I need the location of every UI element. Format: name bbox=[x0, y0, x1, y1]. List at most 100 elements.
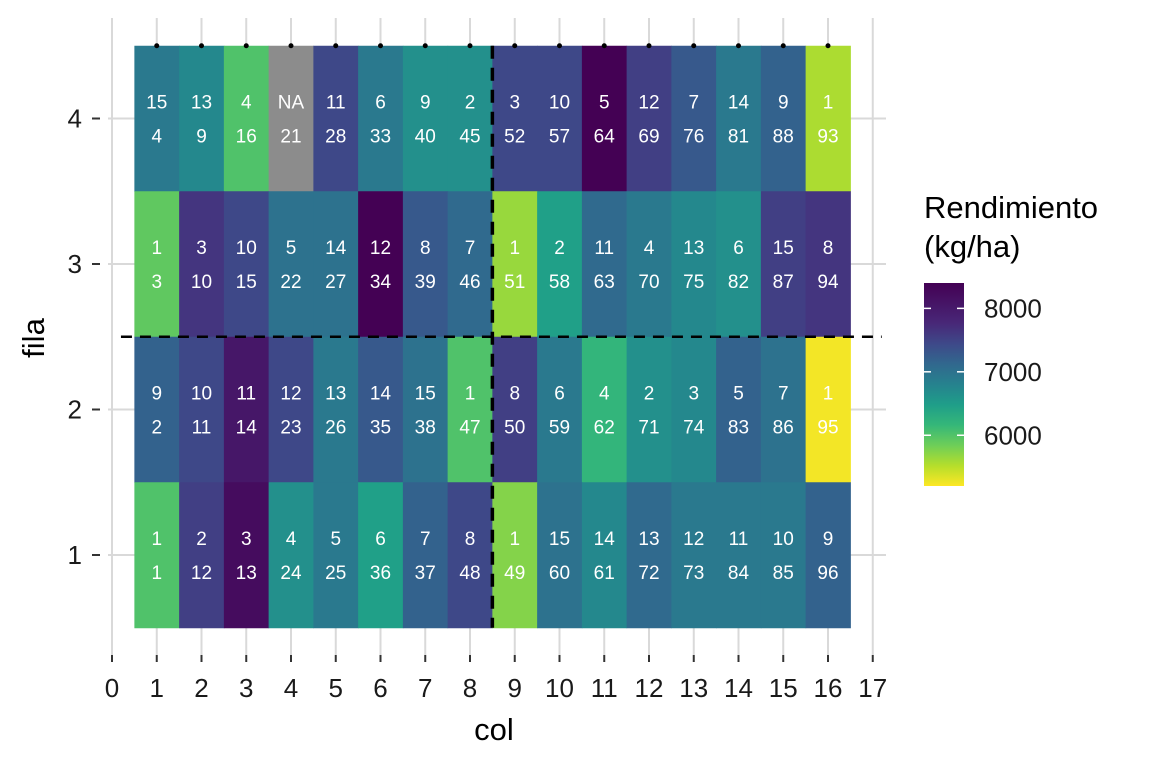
heatmap-cell bbox=[626, 482, 672, 629]
color-legend: Rendimiento (kg/ha) 6000 7000 8000 bbox=[924, 190, 1098, 486]
cell-label-top: NA bbox=[278, 93, 305, 114]
cell-label-top: 9 bbox=[778, 93, 789, 114]
cell-label-bottom: 82 bbox=[728, 272, 749, 293]
heatmap-cell bbox=[760, 191, 807, 338]
heatmap-cell bbox=[760, 482, 807, 629]
heatmap-cell bbox=[268, 336, 314, 483]
heatmap-cell bbox=[760, 45, 807, 192]
heatmap-cell bbox=[179, 191, 225, 338]
cell-label-bottom: 2 bbox=[151, 418, 162, 439]
cell-label-bottom: 28 bbox=[325, 127, 346, 148]
top-marker-dot bbox=[557, 43, 562, 49]
heatmap-cell bbox=[671, 482, 717, 629]
x-tick-label: 13 bbox=[679, 673, 708, 703]
cell-label-bottom: 72 bbox=[638, 563, 659, 584]
cell-label-top: 2 bbox=[644, 384, 655, 405]
heatmap-cell bbox=[492, 336, 538, 483]
cell-label-bottom: 51 bbox=[504, 272, 525, 293]
cell-label-top: 10 bbox=[773, 529, 794, 550]
heatmap-cell bbox=[537, 336, 583, 483]
y-tick-label: 3 bbox=[68, 249, 82, 279]
cell-label-bottom: 3 bbox=[151, 272, 162, 293]
cell-label-bottom: 85 bbox=[773, 563, 794, 584]
heatmap-cell bbox=[402, 191, 449, 338]
heatmap-cell bbox=[716, 45, 762, 192]
heatmap-cell bbox=[716, 482, 762, 629]
heatmap-cell bbox=[402, 45, 449, 192]
reference-lines bbox=[120, 45, 882, 628]
heatmap-cell bbox=[447, 336, 493, 483]
cell-label-bottom: 48 bbox=[459, 563, 480, 584]
cell-label-top: 11 bbox=[729, 529, 749, 550]
cell-label-top: 6 bbox=[375, 93, 386, 114]
cell-label-bottom: 26 bbox=[325, 418, 346, 439]
heatmap-cell bbox=[134, 336, 180, 483]
cell-label-bottom: 16 bbox=[236, 127, 257, 148]
cell-label-top: 5 bbox=[330, 529, 341, 550]
cell-label-top: 7 bbox=[778, 384, 789, 405]
cell-label-bottom: 15 bbox=[236, 272, 257, 293]
x-tick-label: 17 bbox=[858, 673, 887, 703]
cell-label-bottom: 49 bbox=[504, 563, 525, 584]
heatmap-cell bbox=[447, 482, 493, 629]
cell-label-top: 9 bbox=[823, 529, 834, 550]
heatmap-cell bbox=[134, 45, 180, 192]
y-axis-ticks: 1 2 3 4 bbox=[68, 104, 100, 570]
heatmap-cell bbox=[134, 482, 180, 629]
cell-label-top: 1 bbox=[823, 93, 834, 114]
top-marker-dot bbox=[243, 43, 249, 49]
cell-label-top: 7 bbox=[465, 238, 476, 259]
cell-label-top: 1 bbox=[465, 384, 476, 405]
cell-label-top: 8 bbox=[823, 238, 834, 259]
cell-label-bottom: 95 bbox=[817, 418, 838, 439]
cell-label-bottom: 9 bbox=[196, 127, 207, 148]
x-tick-label: 14 bbox=[724, 673, 753, 703]
cell-label-top: 6 bbox=[375, 529, 386, 550]
heatmap-cell bbox=[716, 191, 762, 338]
top-markers bbox=[154, 43, 831, 49]
legend-title-line-2: (kg/ha) bbox=[924, 229, 1020, 264]
cell-label-top: 10 bbox=[549, 93, 570, 114]
cell-label-top: 12 bbox=[638, 93, 659, 114]
heatmap-cell bbox=[313, 336, 359, 483]
heatmap-cell bbox=[358, 191, 404, 338]
top-marker-dot bbox=[154, 43, 160, 49]
heatmap-cell bbox=[358, 482, 404, 629]
cell-label-bottom: 11 bbox=[192, 418, 212, 439]
cell-label-top: 9 bbox=[420, 93, 431, 114]
cell-label-bottom: 34 bbox=[370, 272, 392, 293]
x-tick-label: 4 bbox=[284, 673, 298, 703]
x-tick-label: 16 bbox=[814, 673, 843, 703]
x-tick-label: 6 bbox=[373, 673, 387, 703]
cell-label-bottom: 83 bbox=[728, 418, 749, 439]
cell-label-bottom: 86 bbox=[773, 418, 794, 439]
cell-label-top: 14 bbox=[594, 529, 616, 550]
x-tick-label: 3 bbox=[239, 673, 253, 703]
top-marker-dot bbox=[378, 43, 383, 49]
heatmap-cell bbox=[402, 482, 449, 629]
heatmap-cell bbox=[581, 482, 628, 629]
top-marker-dot bbox=[288, 43, 294, 49]
cell-label-bottom: 60 bbox=[549, 563, 570, 584]
cell-label-top: 11 bbox=[236, 384, 256, 405]
cell-label-top: 7 bbox=[420, 529, 431, 550]
cell-label-top: 8 bbox=[465, 529, 476, 550]
cell-label-bottom: 24 bbox=[280, 563, 302, 584]
cell-label-top: 1 bbox=[509, 529, 520, 550]
cell-label-bottom: 23 bbox=[280, 418, 301, 439]
cell-label-bottom: 1 bbox=[151, 563, 162, 584]
cell-label-bottom: 87 bbox=[773, 272, 794, 293]
cell-label-top: 4 bbox=[286, 529, 297, 550]
heatmap-cell bbox=[358, 336, 404, 483]
heatmap-cell bbox=[223, 191, 270, 338]
cell-label-top: 1 bbox=[509, 238, 520, 259]
heatmap-cell bbox=[581, 45, 628, 192]
cell-label-bottom: 47 bbox=[459, 418, 480, 439]
top-marker-dot bbox=[691, 43, 697, 49]
top-marker-dot bbox=[601, 43, 607, 49]
top-marker-dot bbox=[825, 43, 831, 49]
heatmap-cell bbox=[626, 45, 672, 192]
heatmap-cell bbox=[447, 45, 493, 192]
cell-label-top: 15 bbox=[773, 238, 794, 259]
cell-label-top: 12 bbox=[370, 238, 391, 259]
